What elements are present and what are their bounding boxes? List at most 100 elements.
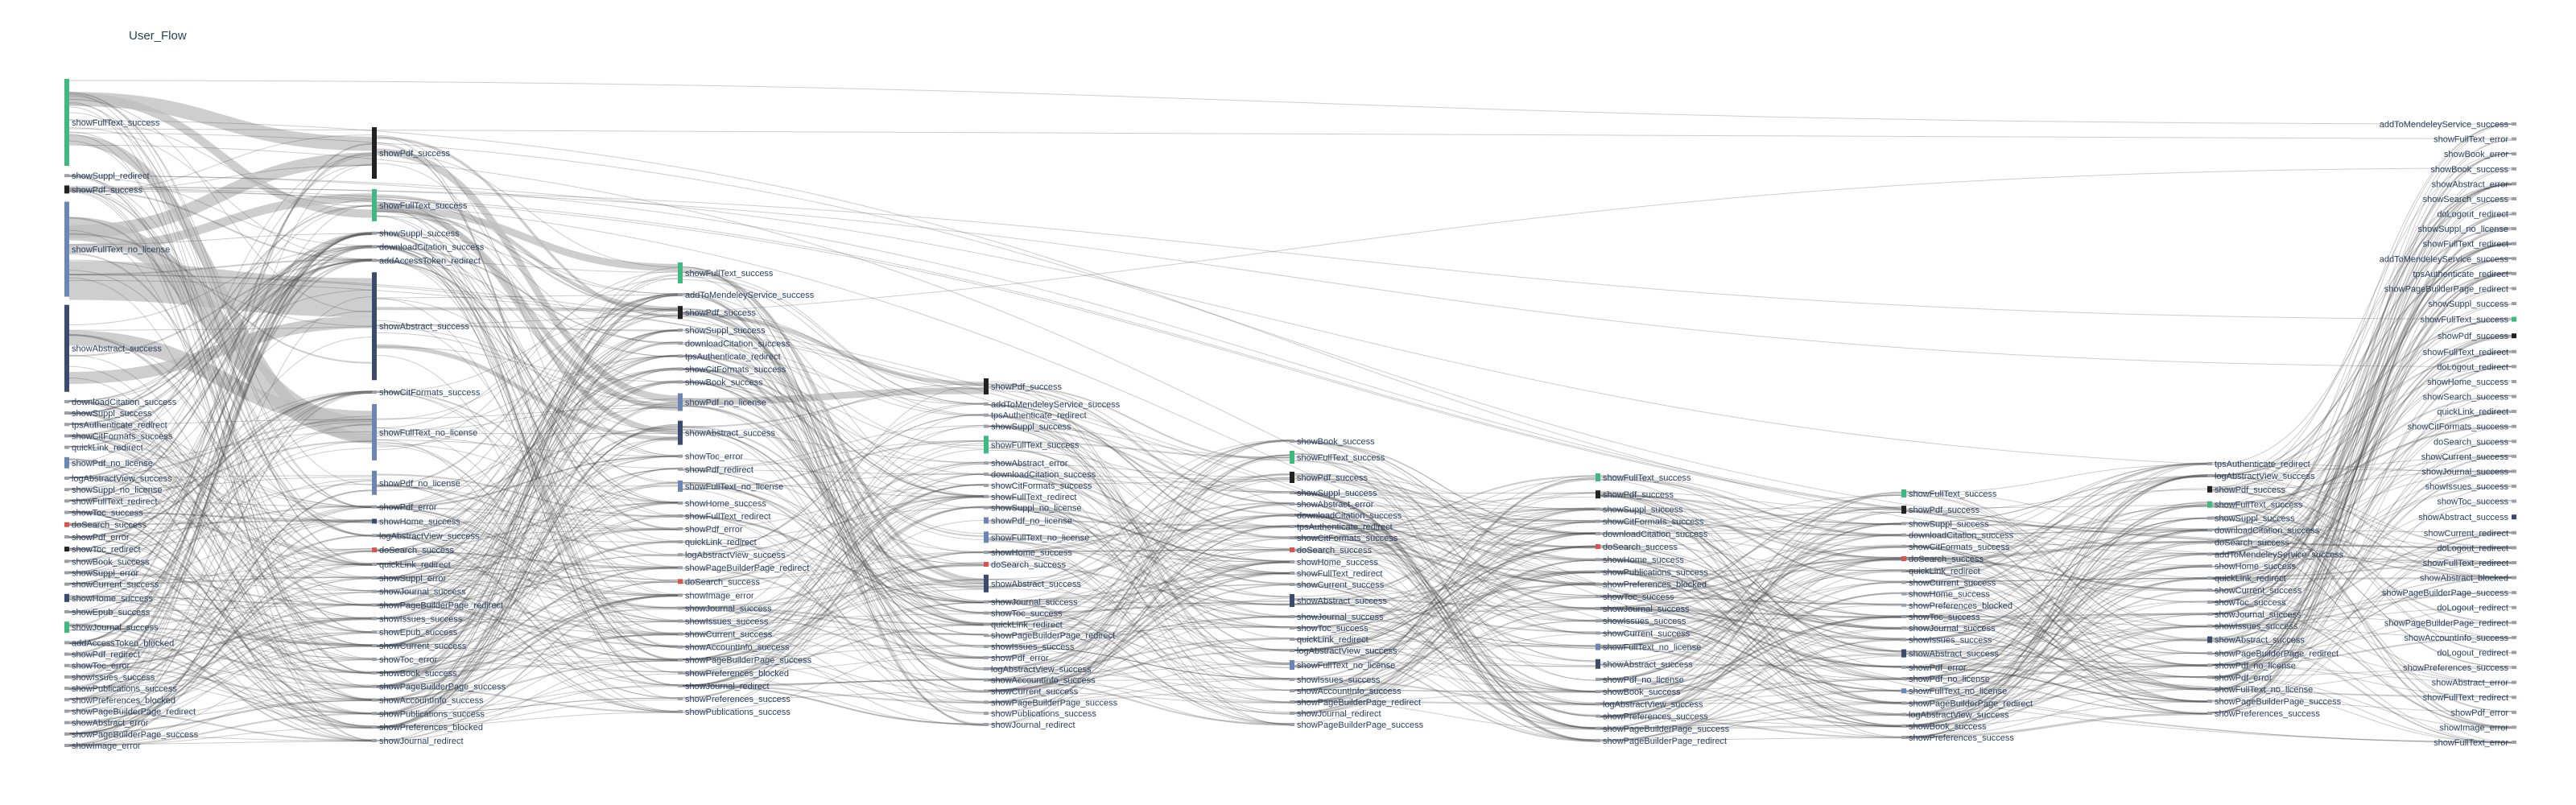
flow-node[interactable] bbox=[1901, 649, 1906, 658]
flow-node[interactable] bbox=[2512, 650, 2516, 654]
flow-node[interactable] bbox=[64, 720, 69, 724]
flow-node[interactable] bbox=[984, 723, 989, 726]
flow-node[interactable] bbox=[1290, 626, 1294, 630]
flow-node[interactable] bbox=[1290, 451, 1294, 464]
flow-node[interactable] bbox=[984, 667, 989, 671]
flow-node[interactable] bbox=[64, 185, 69, 194]
flow-node[interactable] bbox=[2512, 680, 2516, 684]
flow-node[interactable] bbox=[678, 710, 683, 713]
flow-node[interactable] bbox=[1901, 569, 1906, 573]
flow-node[interactable] bbox=[1596, 658, 1600, 669]
flow-node[interactable] bbox=[2512, 725, 2516, 729]
flow-node[interactable] bbox=[984, 436, 989, 454]
flow-node[interactable] bbox=[64, 456, 69, 469]
flow-node[interactable] bbox=[1290, 536, 1294, 539]
flow-node[interactable] bbox=[984, 506, 989, 510]
flow-node[interactable] bbox=[678, 579, 683, 584]
flow-node[interactable] bbox=[372, 403, 377, 460]
flow-node[interactable] bbox=[1290, 689, 1294, 692]
flow-node[interactable] bbox=[1290, 678, 1294, 681]
flow-node[interactable] bbox=[2207, 564, 2212, 568]
flow-node[interactable] bbox=[1901, 506, 1906, 514]
flow-node[interactable] bbox=[1290, 502, 1294, 506]
flow-node[interactable] bbox=[678, 540, 683, 544]
flow-node[interactable] bbox=[372, 671, 377, 675]
flow-node[interactable] bbox=[64, 535, 69, 539]
flow-node[interactable] bbox=[372, 534, 377, 538]
flow-node[interactable] bbox=[372, 505, 377, 509]
flow-node[interactable] bbox=[984, 461, 989, 465]
flow-node[interactable] bbox=[2512, 212, 2516, 216]
flow-node[interactable] bbox=[64, 499, 69, 503]
flow-node[interactable] bbox=[2512, 379, 2516, 383]
flow-node[interactable] bbox=[2207, 624, 2212, 628]
flow-node[interactable] bbox=[1290, 700, 1294, 704]
flow-node[interactable] bbox=[1901, 603, 1906, 607]
flow-node[interactable] bbox=[64, 663, 69, 667]
flow-node[interactable] bbox=[678, 420, 683, 445]
flow-node[interactable] bbox=[372, 188, 377, 221]
flow-node[interactable] bbox=[678, 306, 683, 320]
flow-node[interactable] bbox=[372, 698, 377, 702]
flow-node[interactable] bbox=[372, 589, 377, 593]
flow-node[interactable] bbox=[64, 174, 69, 178]
flow-node[interactable] bbox=[1596, 473, 1600, 481]
flow-node[interactable] bbox=[1901, 638, 1906, 642]
flow-node[interactable] bbox=[372, 739, 377, 742]
flow-node[interactable] bbox=[678, 566, 683, 570]
flow-node[interactable] bbox=[678, 593, 683, 597]
flow-node[interactable] bbox=[678, 658, 683, 662]
flow-node[interactable] bbox=[1901, 592, 1906, 596]
flow-node[interactable] bbox=[678, 501, 683, 505]
flow-node[interactable] bbox=[1596, 726, 1600, 730]
flow-node[interactable] bbox=[64, 445, 69, 449]
flow-node[interactable] bbox=[984, 531, 989, 543]
flow-node[interactable] bbox=[2207, 675, 2212, 679]
flow-node[interactable] bbox=[1901, 688, 1906, 694]
flow-node[interactable] bbox=[2512, 605, 2516, 609]
flow-node[interactable] bbox=[984, 517, 989, 524]
flow-node[interactable] bbox=[2512, 365, 2516, 369]
flow-node[interactable] bbox=[984, 634, 989, 638]
flow-node[interactable] bbox=[2512, 710, 2516, 714]
flow-node[interactable] bbox=[1901, 677, 1906, 680]
flow-node[interactable] bbox=[1901, 724, 1906, 728]
flow-node[interactable] bbox=[64, 744, 69, 747]
flow-node[interactable] bbox=[1596, 519, 1600, 523]
flow-node[interactable] bbox=[2512, 394, 2516, 398]
flow-node[interactable] bbox=[1596, 570, 1600, 574]
flow-node[interactable] bbox=[984, 413, 989, 417]
flow-node[interactable] bbox=[2512, 440, 2516, 444]
flow-node[interactable] bbox=[64, 201, 69, 297]
flow-node[interactable] bbox=[2512, 137, 2516, 141]
flow-node[interactable] bbox=[1290, 572, 1294, 575]
flow-node[interactable] bbox=[2207, 516, 2212, 520]
flow-node[interactable] bbox=[1596, 631, 1600, 635]
flow-node[interactable] bbox=[1290, 712, 1294, 715]
flow-node[interactable] bbox=[1901, 533, 1906, 537]
flow-node[interactable] bbox=[2512, 454, 2516, 458]
flow-node[interactable] bbox=[2512, 257, 2516, 261]
flow-node[interactable] bbox=[2512, 182, 2516, 186]
flow-node[interactable] bbox=[984, 712, 989, 716]
flow-node[interactable] bbox=[2512, 242, 2516, 246]
flow-node[interactable] bbox=[372, 630, 377, 634]
flow-node[interactable] bbox=[2512, 227, 2516, 231]
flow-node[interactable] bbox=[1596, 643, 1600, 650]
flow-node[interactable] bbox=[678, 527, 683, 531]
flow-node[interactable] bbox=[1901, 544, 1906, 548]
flow-node[interactable] bbox=[64, 593, 69, 602]
flow-node[interactable] bbox=[678, 645, 683, 649]
flow-node[interactable] bbox=[678, 293, 683, 297]
flow-node[interactable] bbox=[1290, 472, 1294, 483]
flow-node[interactable] bbox=[64, 621, 69, 634]
flow-node[interactable] bbox=[1290, 649, 1294, 652]
flow-node[interactable] bbox=[2207, 651, 2212, 655]
flow-node[interactable] bbox=[2512, 316, 2516, 322]
flow-node[interactable] bbox=[372, 547, 377, 553]
flow-node[interactable] bbox=[372, 258, 377, 262]
flow-node[interactable] bbox=[2207, 687, 2212, 691]
flow-node[interactable] bbox=[678, 328, 683, 332]
flow-node[interactable] bbox=[1596, 594, 1600, 598]
flow-node[interactable] bbox=[1596, 678, 1600, 681]
